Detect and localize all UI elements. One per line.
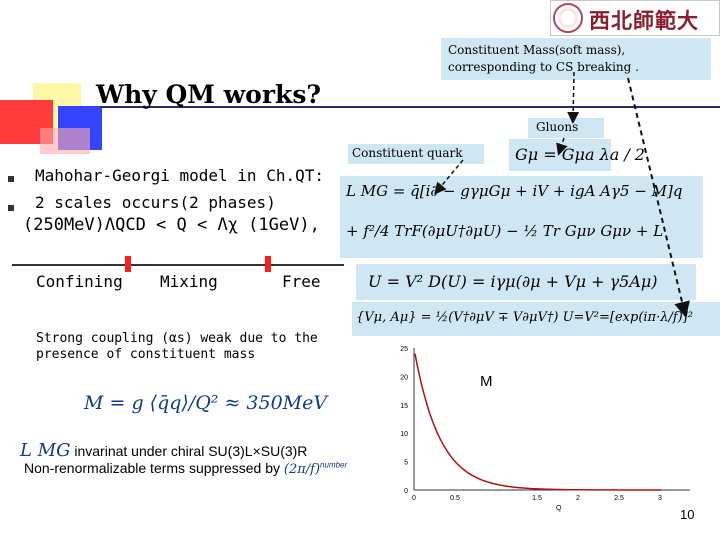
- lagrangian-line1: L MG = q̄[i∂ − gγμGμ + iV + igA Aγ5 − M]…: [346, 182, 683, 200]
- y-tick-label: 20: [400, 374, 408, 381]
- x-tick-label: 3: [658, 495, 662, 502]
- phase-label-confining: Confining: [36, 272, 123, 291]
- x-tick-label: 2: [576, 495, 580, 502]
- x-tick-label: 1.5: [532, 495, 542, 502]
- x-tick-label: 2.5: [614, 495, 624, 502]
- bullet-marker: [8, 205, 14, 211]
- mass-equation: M = g ⟨q̄q⟩/Q² ≈ 350MeV: [84, 392, 328, 414]
- plot-axes: [413, 348, 690, 491]
- university-logo: 西北師範大學: [550, 0, 720, 63]
- lagrangian-line2: + f²/4 TrF(∂μU†∂μU) − ½ Tr Gμν Gμν + L: [346, 222, 664, 240]
- phase-axis: [12, 264, 344, 266]
- phase-boundary-tick: [265, 256, 271, 272]
- y-tick-label: 0: [404, 488, 408, 495]
- x-tick-label: 0.5: [450, 495, 460, 502]
- scale-range: (250MeV)ΛQCD < Q < Λχ (1GeV),: [23, 215, 320, 235]
- strong-coupling-line2: presence of constituent mass: [36, 347, 256, 362]
- page-number: 10: [680, 507, 695, 522]
- slide-title: Why QM works?: [96, 80, 322, 109]
- strong-coupling-note: Strong coupling (αs) weak due to the pre…: [36, 331, 318, 363]
- x-tick-label: 0: [412, 495, 416, 502]
- plot-label: M: [480, 373, 493, 390]
- seal-icon: [553, 3, 583, 33]
- bullet-scales: 2 scales occurs(2 phases): [35, 193, 276, 212]
- suppression-superscript: number: [320, 460, 348, 470]
- phase-boundary-tick: [125, 256, 131, 272]
- bullet-marker: [8, 176, 14, 182]
- brace-equation: {Vμ, Aμ} = ½(V†∂μV ∓ V∂μV†) U=V²=[exp(iπ…: [356, 310, 694, 325]
- lagrangian-equation-box: L MG = q̄[i∂ − gγμGμ + iV + igA Aγ5 − M]…: [340, 176, 703, 258]
- y-tick-label: 5: [404, 460, 408, 467]
- nonrenormalizable-text: Non-renormalizable terms suppressed by: [24, 460, 280, 476]
- phase-label-free: Free: [282, 272, 321, 291]
- plot-x-label: Q: [556, 505, 562, 512]
- phase-label-mixing: Mixing: [160, 272, 218, 291]
- gluon-field-equation: Gμ = Gμa λa / 2: [515, 145, 645, 164]
- lagrangian-symbol: L MG: [20, 440, 71, 461]
- decor-pink-square: [40, 128, 90, 154]
- invariance-line: L MG invarinat under chiral SU(3)L×SU(3)…: [20, 440, 307, 461]
- constituent-mass-callout: Constituent Mass(soft mass), correspondi…: [441, 38, 711, 80]
- y-tick-label: 25: [400, 346, 408, 353]
- mass-curve-plot: 25 20 15 10 5 0 0 0.5 1.5 2 2.5 3 M Q: [400, 346, 690, 512]
- strong-coupling-line1: Strong coupling (αs) weak due to the: [36, 331, 318, 346]
- mass-curve: [414, 353, 661, 491]
- gluons-callout: Gluons: [528, 118, 604, 138]
- constituent-quark-callout: Constituent quark: [348, 144, 484, 164]
- gluon-field-equation-box: Gμ = Gμa λa / 2: [509, 139, 645, 171]
- brace-equation-box: {Vμ, Aμ} = ½(V†∂μV ∓ V∂μV†) U=V²=[exp(iπ…: [352, 302, 720, 336]
- u-field-equation-box: U = V² D(U) = iγμ(∂μ + Vμ + γ5Aμ): [356, 264, 696, 300]
- title-underline: [100, 106, 720, 108]
- y-tick-label: 15: [400, 403, 408, 410]
- y-tick-label: 10: [400, 431, 408, 438]
- nonrenormalizable-line: Non-renormalizable terms suppressed by (…: [24, 460, 347, 477]
- suppression-factor: (2π/f): [283, 462, 321, 477]
- u-field-equation: U = V² D(U) = iγμ(∂μ + Vμ + γ5Aμ): [368, 272, 658, 291]
- invariance-text: invarinat under chiral SU(3)L×SU(3)R: [74, 443, 308, 459]
- bullet-model: Mahohar-Georgi model in Ch.QT:: [35, 166, 324, 185]
